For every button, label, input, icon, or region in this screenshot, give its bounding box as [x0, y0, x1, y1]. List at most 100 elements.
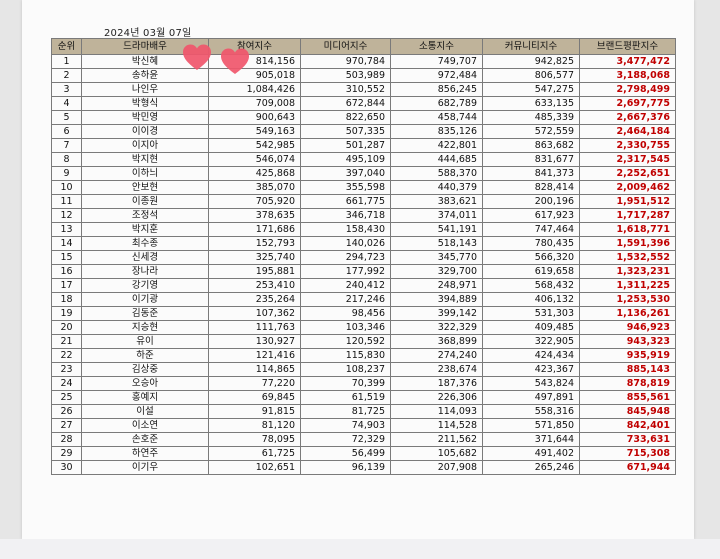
media-cell: 72,329	[300, 432, 391, 447]
communication-cell: 322,329	[390, 320, 483, 335]
communication-cell: 422,801	[390, 138, 483, 153]
participation-cell: 111,763	[208, 320, 301, 335]
communication-cell: 394,889	[390, 292, 483, 307]
media-cell: 103,346	[300, 320, 391, 335]
participation-cell: 195,881	[208, 264, 301, 279]
rank-cell: 10	[51, 180, 82, 195]
participation-cell: 705,920	[208, 194, 301, 209]
participation-cell: 69,845	[208, 390, 301, 405]
communication-cell: 248,971	[390, 278, 483, 293]
heart-icon	[221, 48, 249, 74]
rank-cell: 9	[51, 166, 82, 181]
table-row: 3 나인우 1,084,426 310,552 856,245 547,275 2,798,…	[51, 82, 676, 97]
brand-index-cell: 671,944	[579, 460, 676, 475]
table-row: 20 지승현 111,763 103,346 322,329 409,485 946,923	[51, 320, 676, 335]
actor-name-cell: 이지아	[81, 138, 209, 153]
brand-index-cell: 935,919	[579, 348, 676, 363]
media-cell: 74,903	[300, 418, 391, 433]
participation-cell: 709,008	[208, 96, 301, 111]
community-cell: 409,485	[482, 320, 580, 335]
rank-cell: 19	[51, 306, 82, 321]
rank-cell: 29	[51, 446, 82, 461]
participation-cell: 121,416	[208, 348, 301, 363]
table-row: 29 하연주 61,725 56,499 105,682 491,402 715,308	[51, 446, 676, 461]
media-cell: 115,830	[300, 348, 391, 363]
brand-index-cell: 2,697,775	[579, 96, 676, 111]
rank-cell: 24	[51, 376, 82, 391]
table-row: 12 조정석 378,635 346,718 374,011 617,923 1,717,2…	[51, 208, 676, 223]
media-cell: 98,456	[300, 306, 391, 321]
community-cell: 371,644	[482, 432, 580, 447]
media-cell: 217,246	[300, 292, 391, 307]
community-cell: 863,682	[482, 138, 580, 153]
participation-cell: 130,927	[208, 334, 301, 349]
brand-index-cell: 1,717,287	[579, 208, 676, 223]
community-cell: 571,850	[482, 418, 580, 433]
community-cell: 619,658	[482, 264, 580, 279]
brand-index-cell: 1,618,771	[579, 222, 676, 237]
community-cell: 747,464	[482, 222, 580, 237]
community-cell: 423,367	[482, 362, 580, 377]
table-row: 10 안보현 385,070 355,598 440,379 828,414 2,009,4…	[51, 180, 676, 195]
communication-cell: 856,245	[390, 82, 483, 97]
actor-name-cell: 오승아	[81, 376, 209, 391]
header-community: 커뮤니티지수	[482, 38, 580, 55]
actor-name-cell: 장나라	[81, 264, 209, 279]
community-cell: 531,303	[482, 306, 580, 321]
media-cell: 672,844	[300, 96, 391, 111]
rank-cell: 16	[51, 264, 82, 279]
communication-cell: 972,484	[390, 68, 483, 83]
brand-index-cell: 885,143	[579, 362, 676, 377]
brand-index-cell: 2,798,499	[579, 82, 676, 97]
communication-cell: 274,240	[390, 348, 483, 363]
participation-cell: 425,868	[208, 166, 301, 181]
community-cell: 547,275	[482, 82, 580, 97]
community-cell: 497,891	[482, 390, 580, 405]
rank-cell: 11	[51, 194, 82, 209]
media-cell: 70,399	[300, 376, 391, 391]
media-cell: 507,335	[300, 124, 391, 139]
communication-cell: 226,306	[390, 390, 483, 405]
rank-cell: 15	[51, 250, 82, 265]
communication-cell: 444,685	[390, 152, 483, 167]
media-cell: 970,784	[300, 54, 391, 69]
brand-index-cell: 2,330,755	[579, 138, 676, 153]
brand-index-cell: 855,561	[579, 390, 676, 405]
table-row: 28 손호준 78,095 72,329 211,562 371,644 733,631	[51, 432, 676, 447]
media-cell: 310,552	[300, 82, 391, 97]
community-cell: 617,923	[482, 208, 580, 223]
participation-cell: 107,362	[208, 306, 301, 321]
actor-name-cell: 이설	[81, 404, 209, 419]
communication-cell: 374,011	[390, 208, 483, 223]
table-row: 8 박지현 546,074 495,109 444,685 831,677 2,317,54…	[51, 152, 676, 167]
brand-index-cell: 946,923	[579, 320, 676, 335]
community-cell: 491,402	[482, 446, 580, 461]
participation-cell: 546,074	[208, 152, 301, 167]
media-cell: 495,109	[300, 152, 391, 167]
community-cell: 806,577	[482, 68, 580, 83]
media-cell: 56,499	[300, 446, 391, 461]
table-row: 7 이지아 542,985 501,287 422,801 863,682 2,330,75…	[51, 138, 676, 153]
community-cell: 558,316	[482, 404, 580, 419]
media-cell: 108,237	[300, 362, 391, 377]
table-row: 6 이이경 549,163 507,335 835,126 572,559 2,464,18…	[51, 124, 676, 139]
rank-cell: 21	[51, 334, 82, 349]
community-cell: 265,246	[482, 460, 580, 475]
rank-cell: 17	[51, 278, 82, 293]
table-row: 21 유이 130,927 120,592 368,899 322,905 943,323	[51, 334, 676, 349]
table-row: 18 이기광 235,264 217,246 394,889 406,132 1,253,5…	[51, 292, 676, 307]
actor-name-cell: 조정석	[81, 208, 209, 223]
media-cell: 140,026	[300, 236, 391, 251]
rank-cell: 6	[51, 124, 82, 139]
rank-cell: 7	[51, 138, 82, 153]
participation-cell: 549,163	[208, 124, 301, 139]
media-cell: 661,775	[300, 194, 391, 209]
communication-cell: 458,744	[390, 110, 483, 125]
rank-cell: 13	[51, 222, 82, 237]
brand-index-cell: 2,252,651	[579, 166, 676, 181]
media-cell: 240,412	[300, 278, 391, 293]
media-cell: 503,989	[300, 68, 391, 83]
actor-name-cell: 이하늬	[81, 166, 209, 181]
participation-cell: 253,410	[208, 278, 301, 293]
community-cell: 831,677	[482, 152, 580, 167]
